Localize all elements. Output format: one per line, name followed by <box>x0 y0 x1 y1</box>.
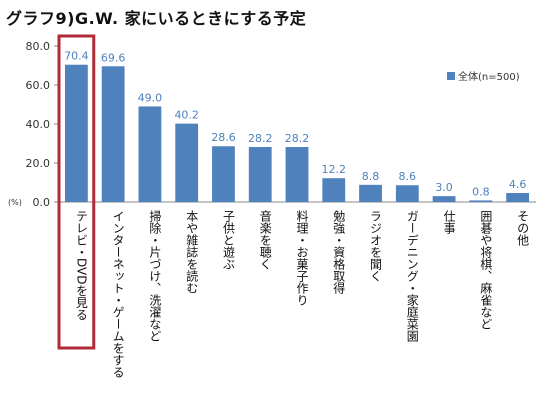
category-label: 本や雑誌を読む <box>185 210 199 294</box>
category-label: その他 <box>516 210 530 246</box>
category-label: 音楽を聴く <box>258 209 272 270</box>
data-label: 12.2 <box>322 163 347 176</box>
data-label: 28.2 <box>248 132 273 145</box>
data-label: 69.6 <box>101 51 126 64</box>
category-label: 囲碁や将棋、麻雀など <box>479 210 493 330</box>
bar <box>101 66 125 202</box>
data-label: 70.4 <box>64 50 89 63</box>
category-label: 子供と遊ぶ <box>221 210 235 270</box>
data-label: 28.2 <box>285 132 310 145</box>
category-label: 勉強・資格取得 <box>332 210 346 294</box>
data-label: 49.0 <box>138 91 163 104</box>
data-label: 40.2 <box>174 109 199 122</box>
y-tick-label: 20.0 <box>26 157 51 170</box>
bar <box>248 147 272 202</box>
data-label: 28.6 <box>211 131 236 144</box>
bar <box>395 185 419 202</box>
bar <box>64 64 88 202</box>
data-label: 8.8 <box>362 170 380 183</box>
category-label: インターネット・ゲームをする <box>111 210 125 378</box>
data-label: 4.6 <box>509 178 527 191</box>
legend-label: 全体(n=500) <box>458 70 520 83</box>
bar <box>322 178 346 202</box>
category-label: ガーデニング・家庭菜園 <box>405 210 419 342</box>
category-label: 料理・お菓子作り <box>295 210 309 306</box>
bar <box>138 106 162 202</box>
bar <box>432 196 456 202</box>
y-tick-label: 40.0 <box>26 118 51 131</box>
data-label: 8.6 <box>399 170 417 183</box>
y-tick-label: 0.0 <box>33 196 51 209</box>
legend-swatch <box>447 72 455 80</box>
y-tick-label: 80.0 <box>26 40 51 53</box>
data-label: 3.0 <box>435 181 453 194</box>
data-label: 0.8 <box>472 185 490 198</box>
bar <box>469 200 493 202</box>
chart-title: グラフ9)G.W. 家にいるときにする予定 <box>6 9 307 28</box>
category-label: ラジオを聞く <box>369 210 383 282</box>
bar <box>285 147 309 202</box>
bar <box>212 146 235 202</box>
bar <box>359 184 382 202</box>
category-label: 仕事 <box>442 210 456 234</box>
y-axis-unit: (%) <box>8 198 22 207</box>
category-label: 掃除・片づけ、洗濯など <box>148 209 162 342</box>
bar <box>175 123 199 202</box>
category-label: テレビ・DVDを見る <box>74 210 88 320</box>
bar <box>506 193 530 202</box>
legend: 全体(n=500) <box>447 70 520 83</box>
highlight-frame <box>57 34 96 350</box>
y-tick-label: 60.0 <box>26 79 51 92</box>
